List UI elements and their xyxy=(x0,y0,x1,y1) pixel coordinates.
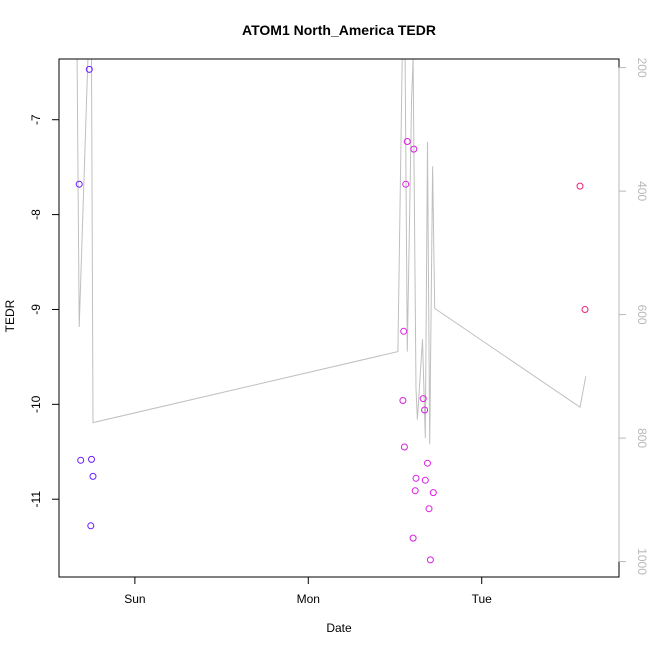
scatter-point-s1-p3 xyxy=(402,180,410,188)
y-tick-label-4: -11 xyxy=(29,491,43,508)
y2-tick-label-2: 600 xyxy=(635,305,649,325)
y-tick-label-1: -8 xyxy=(29,209,43,220)
scatter-point-s1-p9 xyxy=(419,395,427,403)
scatter-point-s1-p13 xyxy=(425,505,433,513)
scatter-point-s0-p1 xyxy=(77,456,85,464)
y-tick-label-0: -7 xyxy=(29,114,43,125)
y2-tick-label-4: 1000 xyxy=(635,548,649,575)
y-axis-label: TEDR xyxy=(3,299,17,332)
scatter-point-s0-p5 xyxy=(89,472,97,480)
plot-points-layer xyxy=(75,65,589,564)
scatter-point-s1-p6 xyxy=(409,534,417,542)
scatter-point-s2-p1 xyxy=(581,306,589,313)
y2-tick-label-0: 200 xyxy=(635,58,649,78)
scatter-point-s1-p5 xyxy=(410,145,418,153)
scatter-point-s1-p7 xyxy=(411,487,419,495)
scatter-point-s0-p2 xyxy=(85,65,93,73)
x-tick-label-2: Tue xyxy=(472,592,493,606)
scatter-point-s2-p0 xyxy=(576,182,584,190)
scatter-point-s0-p0 xyxy=(75,180,83,188)
y2-tick-label-3: 800 xyxy=(635,428,649,448)
y2-tick-label-1: 400 xyxy=(635,181,649,201)
x-axis: Sun Mon Tue xyxy=(124,576,493,606)
y2-axis-right: 200 400 600 800 1000 xyxy=(618,58,649,575)
scatter-point-s0-p3 xyxy=(87,522,95,530)
scatter-point-s1-p0 xyxy=(399,397,407,404)
scatter-point-s1-p1 xyxy=(400,327,408,335)
scatter-point-s1-p12 xyxy=(424,459,431,467)
y-tick-label-2: -9 xyxy=(29,304,43,315)
y-axis: -7 -8 -9 -10 -11 xyxy=(29,114,60,508)
scatter-point-s1-p8 xyxy=(412,474,420,482)
scatter-point-s1-p15 xyxy=(429,489,437,497)
scatter-point-s1-p10 xyxy=(421,406,429,414)
x-axis-label: Date xyxy=(326,621,352,635)
y-tick-label-3: -10 xyxy=(29,395,43,413)
x-tick-label-0: Sun xyxy=(124,592,145,606)
scatter-point-s1-p14 xyxy=(426,556,434,564)
scatter-point-s1-p11 xyxy=(421,476,429,484)
scatter-point-s1-p4 xyxy=(403,138,411,145)
x-tick-label-1: Mon xyxy=(297,592,320,606)
chart-title: ATOM1 North_America TEDR xyxy=(242,22,436,38)
scatter-point-s1-p2 xyxy=(400,443,408,451)
scatter-point-s0-p4 xyxy=(88,455,95,463)
